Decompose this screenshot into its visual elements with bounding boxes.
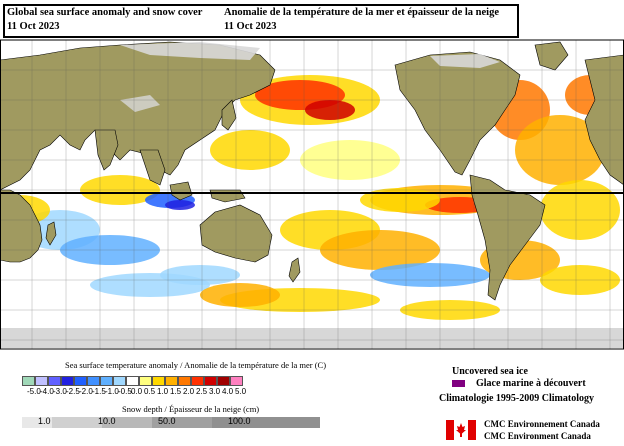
title-fr-date: 11 Oct 2023 xyxy=(224,21,277,32)
sst-legend-tick: 5.0 xyxy=(235,387,247,396)
snow-legend-tick: 10.0 xyxy=(98,416,116,426)
snow-layer xyxy=(0,42,624,348)
sst-legend-tick: 1.0 xyxy=(157,387,169,396)
sst-legend-tick: -3.0 xyxy=(53,387,67,396)
snow-antarctic xyxy=(0,328,624,348)
sst-legend-tick: -2.5 xyxy=(66,387,80,396)
land-africa xyxy=(0,189,43,263)
sst-legend-swatch xyxy=(35,376,48,386)
sst-legend-swatch xyxy=(100,376,113,386)
sst-legend-swatch xyxy=(217,376,230,386)
sst-legend-tick: 4.0 xyxy=(222,387,234,396)
anomaly-patch xyxy=(165,200,195,210)
sst-legend-swatch xyxy=(126,376,139,386)
anomaly-patch xyxy=(210,130,290,170)
snow-arctic xyxy=(120,42,260,60)
sst-legend-tick: 3.0 xyxy=(209,387,221,396)
ice-legend-swatch xyxy=(452,380,465,387)
sst-legend-swatch xyxy=(48,376,61,386)
snow-legend-tick: 50.0 xyxy=(158,416,176,426)
sst-legend-tick: 2.5 xyxy=(196,387,208,396)
sst-legend-tick: -1.5 xyxy=(92,387,106,396)
anomaly-patch xyxy=(305,100,355,120)
climatology-label: Climatologie 1995-2009 Climatology xyxy=(439,393,594,404)
sst-legend-title: Sea surface temperature anomaly / Anomal… xyxy=(65,360,327,370)
sst-legend-tick: 2.0 xyxy=(183,387,195,396)
ice-legend-en: Uncovered sea ice xyxy=(452,366,528,377)
sst-legend-swatch xyxy=(22,376,35,386)
snow-legend-tick: 100.0 xyxy=(228,416,251,426)
snow-legend-swatch xyxy=(52,417,102,428)
title-box xyxy=(3,4,519,38)
sst-legend-swatch xyxy=(165,376,178,386)
snow-tibet xyxy=(120,95,160,112)
snow-canada xyxy=(430,54,500,68)
sst-legend-swatch xyxy=(61,376,74,386)
sst-legend-swatch xyxy=(204,376,217,386)
sst-legend-swatch xyxy=(191,376,204,386)
anomaly-patch xyxy=(515,115,605,185)
land-north-america xyxy=(394,51,521,176)
sst-legend-swatch xyxy=(230,376,243,386)
land-greenland xyxy=(534,41,569,71)
anomaly-patch xyxy=(160,265,240,285)
sst-legend-swatch xyxy=(113,376,126,386)
sst-legend-swatch xyxy=(152,376,165,386)
snow-legend-swatch xyxy=(152,417,212,428)
sst-legend-tick: 0.5 xyxy=(144,387,156,396)
sst-legend-tick: -5.0 xyxy=(27,387,41,396)
land-japan xyxy=(221,99,237,131)
sst-legend-swatch xyxy=(178,376,191,386)
sst-legend-tick: -4.0 xyxy=(40,387,54,396)
land-europe-east xyxy=(584,54,624,186)
snow-legend-swatch xyxy=(22,417,52,428)
sst-legend-tick: -2.0 xyxy=(79,387,93,396)
land-new-zealand xyxy=(288,257,301,283)
sst-legend-swatch xyxy=(87,376,100,386)
title-fr: Anomalie de la température de la mer et … xyxy=(224,7,499,18)
title-en: Global sea surface anomaly and snow cove… xyxy=(7,7,203,18)
snow-legend-swatch xyxy=(212,417,320,428)
sst-legend-swatch xyxy=(74,376,87,386)
land-madagascar xyxy=(45,221,57,246)
sst-legend-tick: -1.0 xyxy=(105,387,119,396)
snow-legend-swatch xyxy=(102,417,152,428)
snow-legend-tick: 1.0 xyxy=(38,416,51,426)
anomaly-patch xyxy=(540,180,620,240)
snow-legend-title: Snow depth / Épaisseur de la neige (cm) xyxy=(122,404,260,414)
canada-flag-icon xyxy=(446,420,476,440)
land-se-asia xyxy=(139,149,166,186)
sst-legend-tick: 0.0 xyxy=(131,387,143,396)
land-layer xyxy=(0,41,624,301)
ice-legend-fr: Glace marine à découvert xyxy=(476,378,586,389)
sst-legend-swatch xyxy=(139,376,152,386)
sst-legend-tick: -0.5 xyxy=(118,387,132,396)
title-en-date: 11 Oct 2023 xyxy=(7,21,60,32)
credit-line2: CMC Environment Canada xyxy=(484,431,591,441)
sst-legend-tick: 1.5 xyxy=(170,387,182,396)
anomaly-patch xyxy=(200,283,280,307)
anomaly-patch xyxy=(370,263,490,287)
credit-line1: CMC Environnement Canada xyxy=(484,419,600,429)
